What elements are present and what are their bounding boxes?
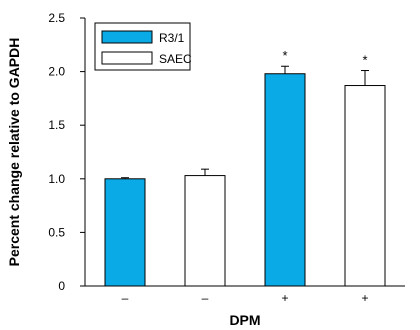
bars-layer: * * (104, 48, 386, 287)
bar (104, 178, 146, 287)
axes-layer (84, 18, 405, 287)
significance-marker: * (362, 53, 367, 68)
legend-label-r3-1: R3/1 (159, 31, 185, 45)
y-ticks: 0 0.5 1.0 1.5 2.0 2.5 (48, 11, 85, 293)
legend-swatch-saec (101, 51, 153, 65)
bar (184, 175, 226, 287)
y-tick-label: 1.0 (48, 172, 65, 186)
x-tick-label: + (281, 291, 288, 305)
x-tick-label: – (202, 291, 209, 305)
y-tick-label: 2.0 (48, 65, 65, 79)
y-tick-label: 2.5 (48, 11, 65, 25)
bar (264, 73, 306, 287)
y-tick-label: 0.5 (48, 225, 65, 239)
significance-marker: * (282, 48, 287, 63)
x-axis-title: DPM (229, 312, 260, 328)
legend-swatch-r3-1 (101, 30, 153, 44)
y-axis-title: Percent change relative to GAPDH (6, 38, 22, 267)
legend-label-saec: SAEC (159, 52, 192, 66)
legend: R3/1 SAEC (94, 22, 192, 71)
y-tick-label: 1.5 (48, 118, 65, 132)
y-tick-label: 0 (58, 279, 65, 293)
x-tick-label: – (122, 291, 129, 305)
bar (344, 85, 386, 287)
x-tick-label: + (361, 291, 368, 305)
x-ticks: – – + + (122, 291, 369, 305)
